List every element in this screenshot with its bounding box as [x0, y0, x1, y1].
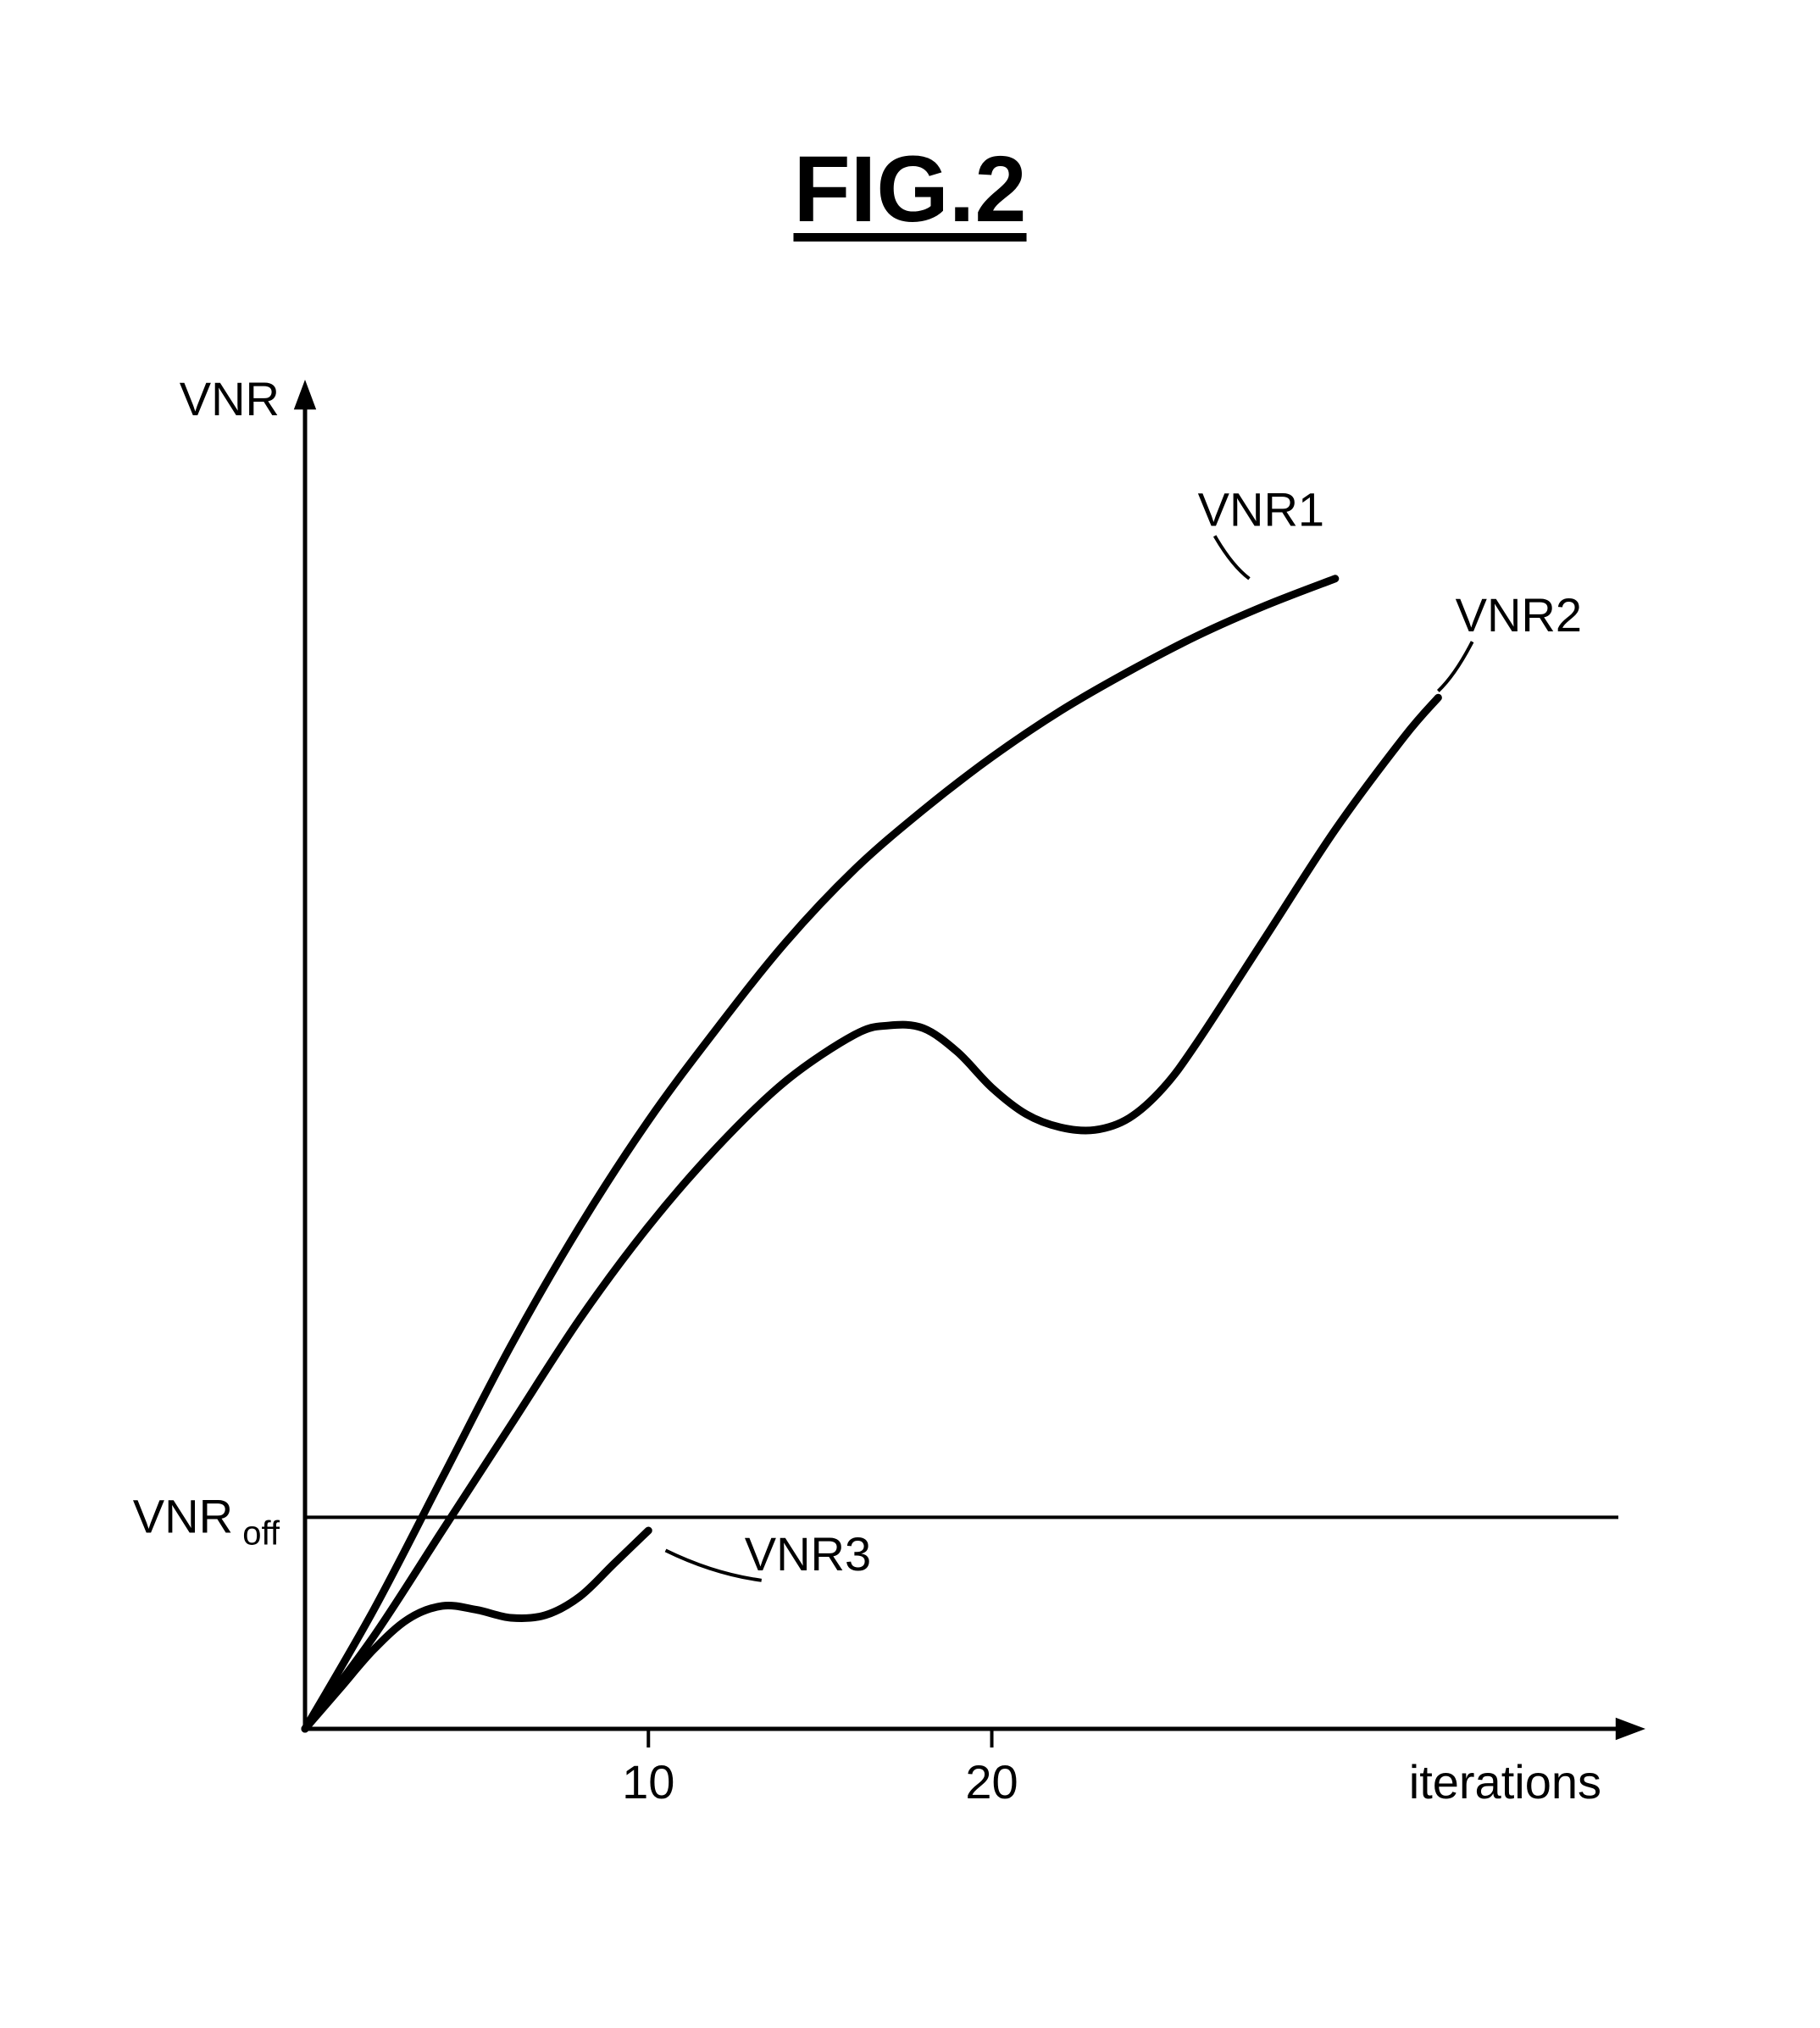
reference-line-label: VNR off	[133, 1489, 280, 1552]
chart-svg: 10 20 iterations VNR VNR off VNR1 VNR2 VNR3	[102, 356, 1712, 1881]
x-tick-label: 10	[622, 1755, 674, 1809]
curve-label-vnr1: VNR1	[1198, 482, 1324, 536]
leader-vnr1	[1215, 536, 1250, 578]
curve-label-vnr3: VNR3	[745, 1527, 871, 1581]
x-axis-label: iterations	[1409, 1755, 1601, 1809]
chart-container: 10 20 iterations VNR VNR off VNR1 VNR2 VNR3	[102, 356, 1712, 1881]
y-axis-arrow	[294, 380, 316, 409]
x-axis-arrow	[1616, 1718, 1645, 1740]
curve-label-vnr2: VNR2	[1456, 588, 1582, 642]
page: FIG.2 10 20 iterations VNR VNR off VNR1 VNR2 VN…	[0, 0, 1820, 2028]
figure-title: FIG.2	[793, 136, 1026, 243]
y-axis-label: VNR	[180, 372, 280, 425]
x-tick-label: 20	[965, 1755, 1018, 1809]
curve-vnr3	[305, 1531, 648, 1729]
leader-vnr2	[1438, 642, 1472, 691]
